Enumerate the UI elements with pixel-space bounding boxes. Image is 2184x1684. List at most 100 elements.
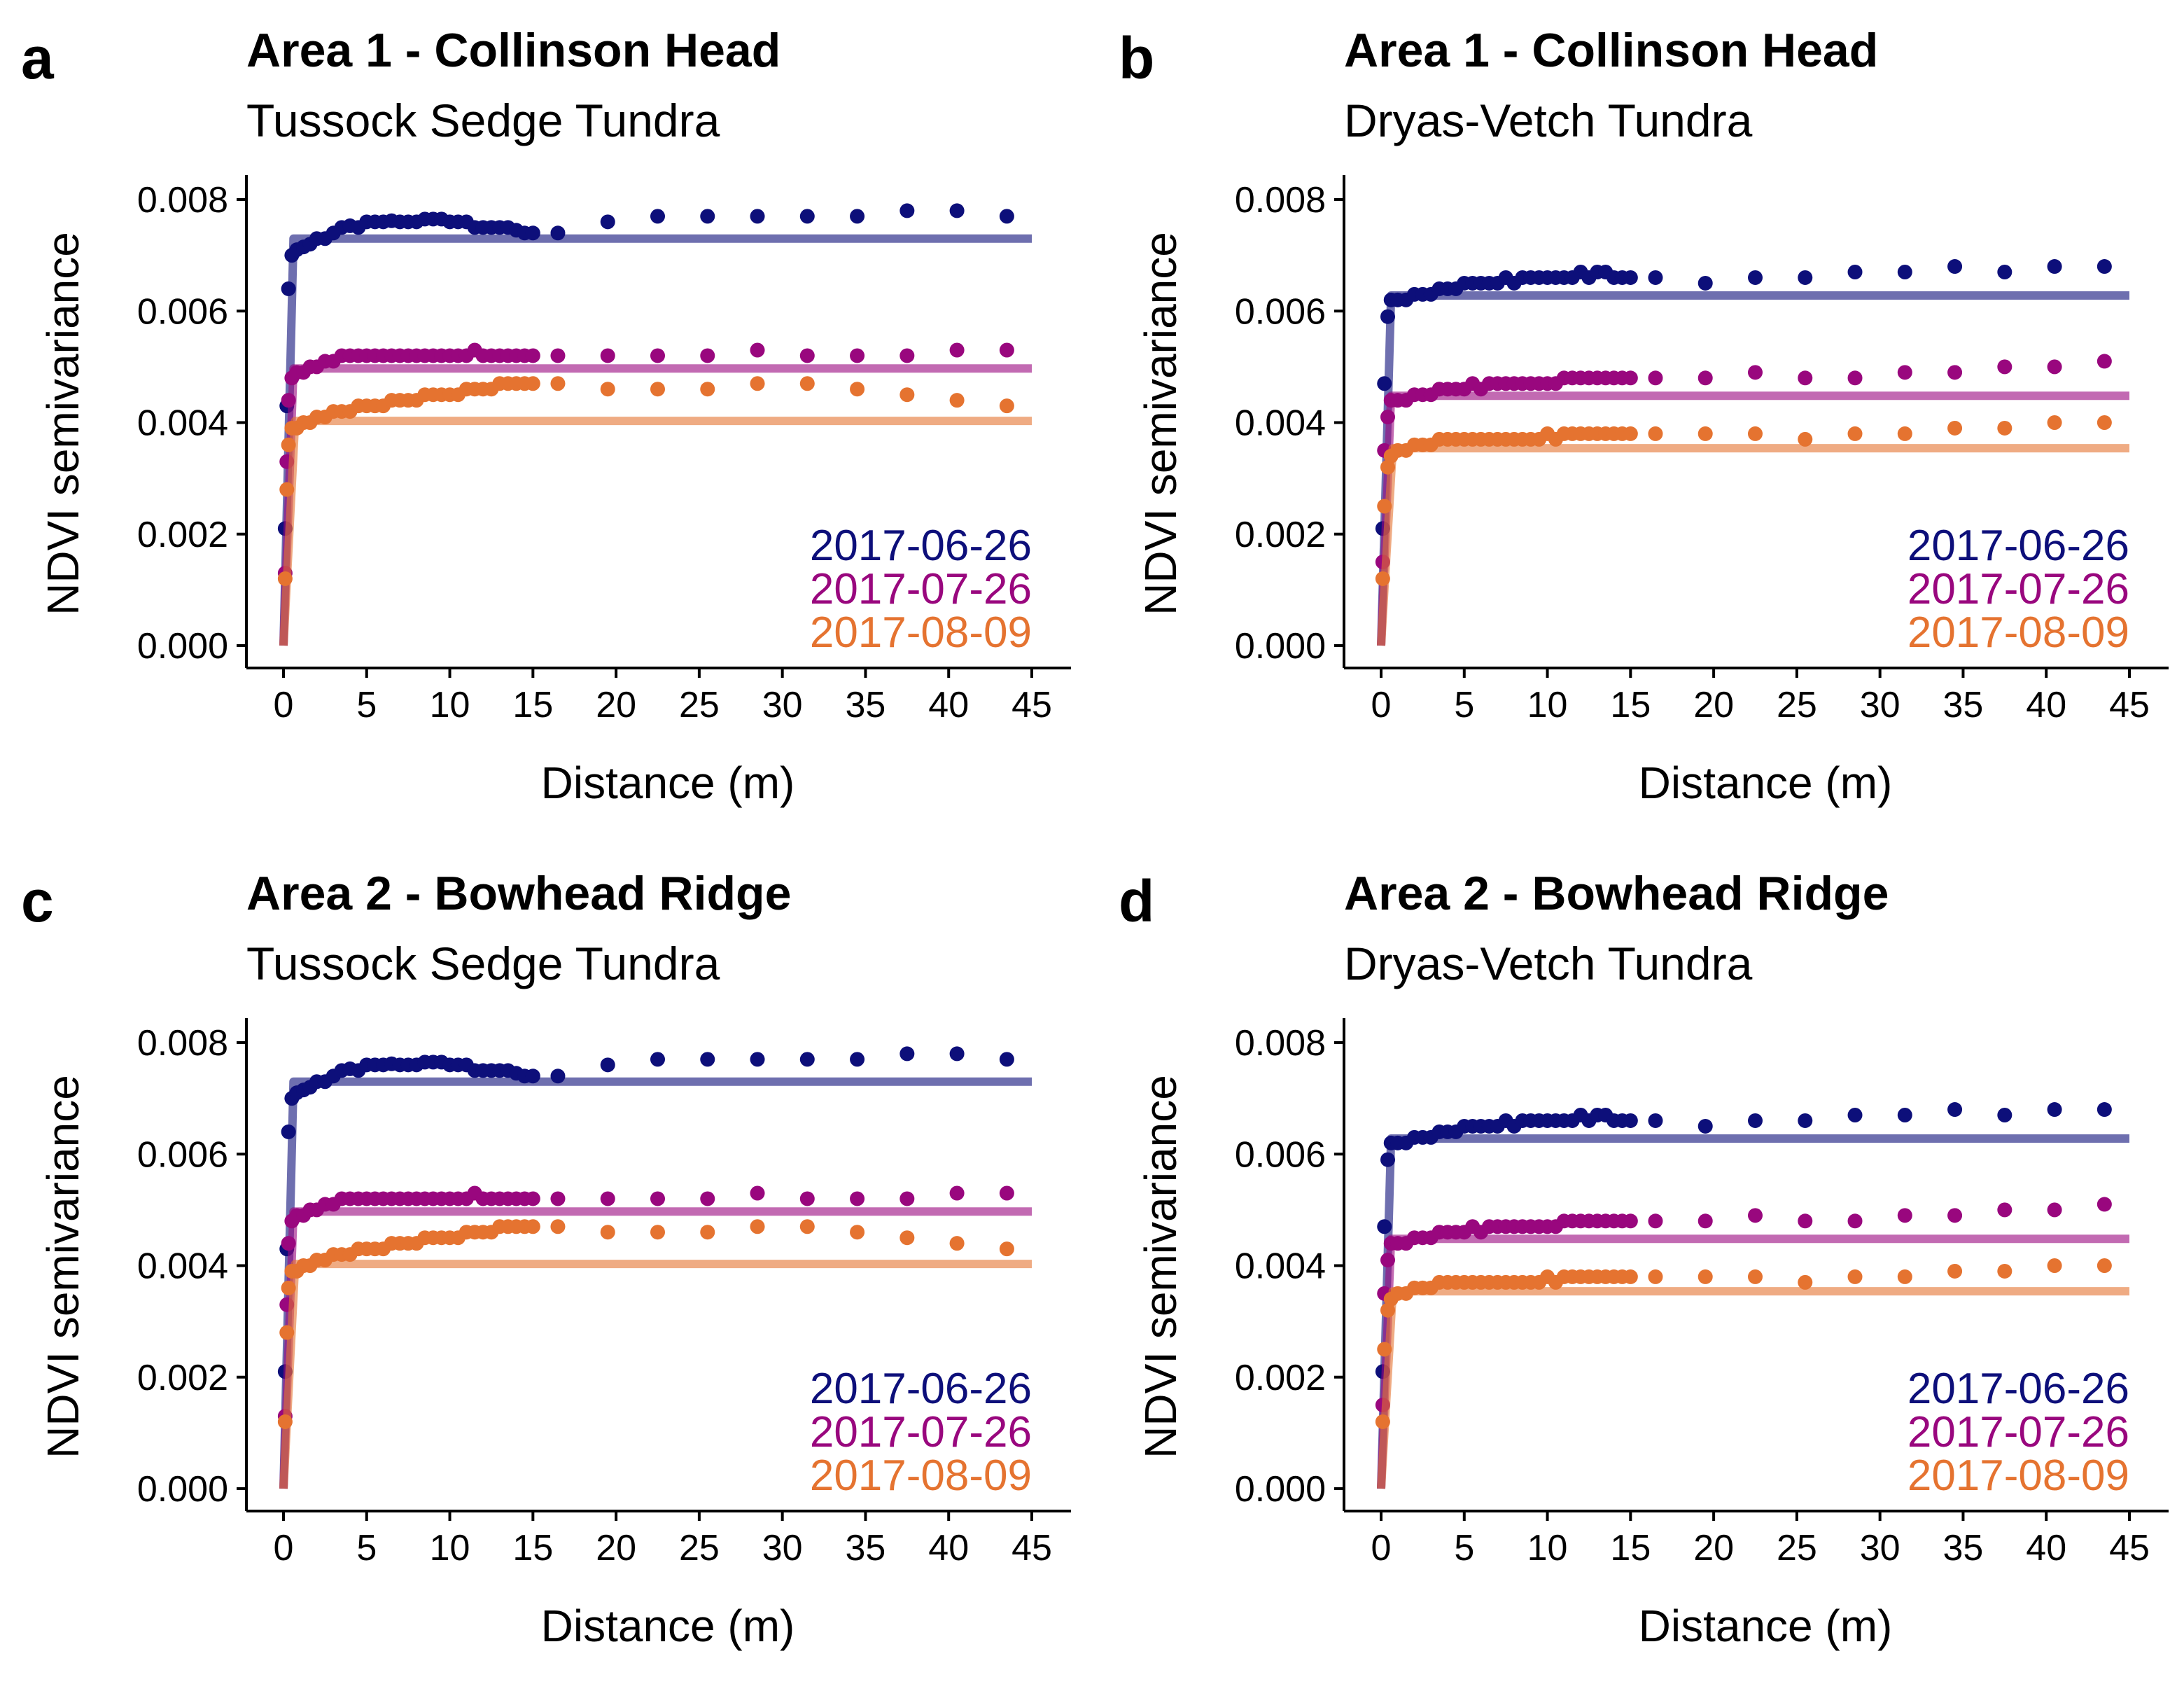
x-tick-label: 40 xyxy=(2026,1528,2066,1568)
point-2017-08-09 xyxy=(949,1236,965,1251)
point-2017-08-09 xyxy=(2096,1258,2112,1273)
point-2017-06-26 xyxy=(2047,1102,2062,1118)
point-2017-06-26 xyxy=(799,1052,815,1067)
y-tick-label: 0.000 xyxy=(137,1469,228,1510)
x-tick-label: 5 xyxy=(356,1528,377,1568)
panel-d: d Area 2 - Bowhead Ridge Dryas-Vetch Tun… xyxy=(1119,867,2169,1651)
point-2017-06-26 xyxy=(1698,1118,1713,1134)
point-2017-07-26 xyxy=(999,1185,1014,1201)
point-2017-08-09 xyxy=(2047,1258,2062,1273)
x-tick-label: 5 xyxy=(356,685,377,725)
y-tick-label: 0.002 xyxy=(137,515,228,555)
y-tick-label: 0.004 xyxy=(137,403,228,444)
point-2017-06-26 xyxy=(750,209,765,224)
point-2017-07-26 xyxy=(949,1185,965,1201)
point-2017-06-26 xyxy=(1897,265,1912,280)
x-tick-label: 10 xyxy=(430,1528,470,1568)
legend-entry-2017-08-09: 2017-08-09 xyxy=(1907,608,2129,657)
x-tick-label: 10 xyxy=(430,685,470,725)
point-2017-06-26 xyxy=(999,1052,1014,1067)
point-2017-07-26 xyxy=(550,348,566,363)
point-2017-06-26 xyxy=(2047,259,2062,274)
x-axis-label: Distance (m) xyxy=(1639,758,1893,808)
point-2017-06-26 xyxy=(1997,265,2012,280)
point-2017-08-09 xyxy=(1648,1269,1663,1284)
point-2017-08-09 xyxy=(1847,1269,1863,1284)
plot-area: 0.000 0.002 0.004 0.006 0.008 0 5 10 15 20 25 30 35 4… xyxy=(137,1018,1071,1568)
point-2017-07-26 xyxy=(1748,365,1763,380)
panel-letter: d xyxy=(1119,868,1154,934)
point-2017-07-26 xyxy=(700,348,715,363)
point-2017-08-09 xyxy=(281,437,296,452)
plot-area: 0.000 0.002 0.004 0.006 0.008 0 5 10 15 20 25 30 35 4… xyxy=(137,175,1071,725)
fit-line-2017-08-09 xyxy=(279,417,1032,646)
point-2017-07-26 xyxy=(1623,1213,1638,1229)
legend-entry-2017-07-26: 2017-07-26 xyxy=(1907,1408,2129,1456)
legend: 2017-06-26 2017-07-26 2017-08-09 xyxy=(810,1365,1032,1500)
y-tick-label: 0.004 xyxy=(137,1246,228,1287)
x-tick-label: 15 xyxy=(1610,685,1651,725)
panel-title: Area 2 - Bowhead Ridge xyxy=(246,867,791,920)
x-tick-label: 45 xyxy=(1011,685,1052,725)
legend-entry-2017-08-09: 2017-08-09 xyxy=(1907,1452,2129,1500)
x-tick-label: 0 xyxy=(1371,685,1392,725)
point-2017-06-26 xyxy=(1698,275,1713,291)
point-2017-07-26 xyxy=(2047,1202,2062,1218)
point-2017-07-26 xyxy=(1748,1208,1763,1223)
point-2017-07-26 xyxy=(1623,370,1638,386)
point-2017-08-09 xyxy=(2047,415,2062,430)
x-tick-label: 40 xyxy=(2026,685,2066,725)
legend-entry-2017-06-26: 2017-06-26 xyxy=(810,1365,1032,1413)
panel-title: Area 1 - Collinson Head xyxy=(1344,24,1878,77)
y-tick-label: 0.000 xyxy=(1235,626,1326,667)
point-2017-06-26 xyxy=(2096,259,2112,274)
point-2017-08-09 xyxy=(1380,1302,1396,1318)
legend-entry-2017-06-26: 2017-06-26 xyxy=(1907,1365,2129,1413)
legend-entry-2017-07-26: 2017-07-26 xyxy=(810,565,1032,613)
plot-area: 0.000 0.002 0.004 0.006 0.008 0 5 10 15 20 25 30 35 4… xyxy=(1235,1018,2169,1568)
point-2017-08-09 xyxy=(1380,459,1396,475)
point-2017-08-09 xyxy=(650,1225,665,1240)
x-tick-label: 10 xyxy=(1527,1528,1568,1568)
point-2017-06-26 xyxy=(1623,1113,1638,1128)
legend: 2017-06-26 2017-07-26 2017-08-09 xyxy=(810,522,1032,657)
y-axis-label: NDVI semivariance xyxy=(38,232,88,615)
point-2017-06-26 xyxy=(850,1052,865,1067)
point-2017-08-09 xyxy=(799,376,815,391)
point-2017-06-26 xyxy=(1648,1113,1663,1128)
y-tick-label: 0.006 xyxy=(1235,1134,1326,1175)
point-2017-08-09 xyxy=(1798,1274,1813,1290)
x-tick-label: 35 xyxy=(1943,1528,1984,1568)
point-2017-06-26 xyxy=(899,203,915,218)
point-2017-07-26 xyxy=(550,1191,566,1206)
point-2017-08-09 xyxy=(700,382,715,397)
point-2017-07-26 xyxy=(1698,1213,1713,1229)
point-2017-07-26 xyxy=(1380,1253,1396,1268)
point-2017-06-26 xyxy=(949,203,965,218)
point-2017-08-09 xyxy=(750,376,765,391)
legend: 2017-06-26 2017-07-26 2017-08-09 xyxy=(1907,522,2129,657)
x-tick-label: 25 xyxy=(679,1528,720,1568)
point-2017-06-26 xyxy=(750,1052,765,1067)
point-2017-07-26 xyxy=(650,1191,665,1206)
panel-a: a Area 1 - Collinson Head Tussock Sedge … xyxy=(21,24,1071,808)
point-2017-07-26 xyxy=(2047,359,2062,375)
x-tick-label: 25 xyxy=(679,685,720,725)
point-2017-07-26 xyxy=(600,348,615,363)
point-2017-07-26 xyxy=(1380,410,1396,425)
point-2017-08-09 xyxy=(600,382,615,397)
point-2017-06-26 xyxy=(281,1124,296,1139)
point-2017-07-26 xyxy=(1997,1202,2012,1218)
point-2017-07-26 xyxy=(281,1236,296,1251)
point-2017-08-09 xyxy=(277,571,293,586)
legend-entry-2017-07-26: 2017-07-26 xyxy=(810,1408,1032,1456)
x-tick-label: 30 xyxy=(762,685,803,725)
point-2017-07-26 xyxy=(850,348,865,363)
point-2017-08-09 xyxy=(279,1325,295,1340)
point-2017-07-26 xyxy=(850,1191,865,1206)
plot-area: 0.000 0.002 0.004 0.006 0.008 0 5 10 15 20 25 30 35 4… xyxy=(1235,175,2169,725)
point-2017-06-26 xyxy=(1380,309,1396,324)
panel-c: c Area 2 - Bowhead Ridge Tussock Sedge T… xyxy=(21,867,1071,1651)
point-2017-08-09 xyxy=(1997,1263,2012,1279)
